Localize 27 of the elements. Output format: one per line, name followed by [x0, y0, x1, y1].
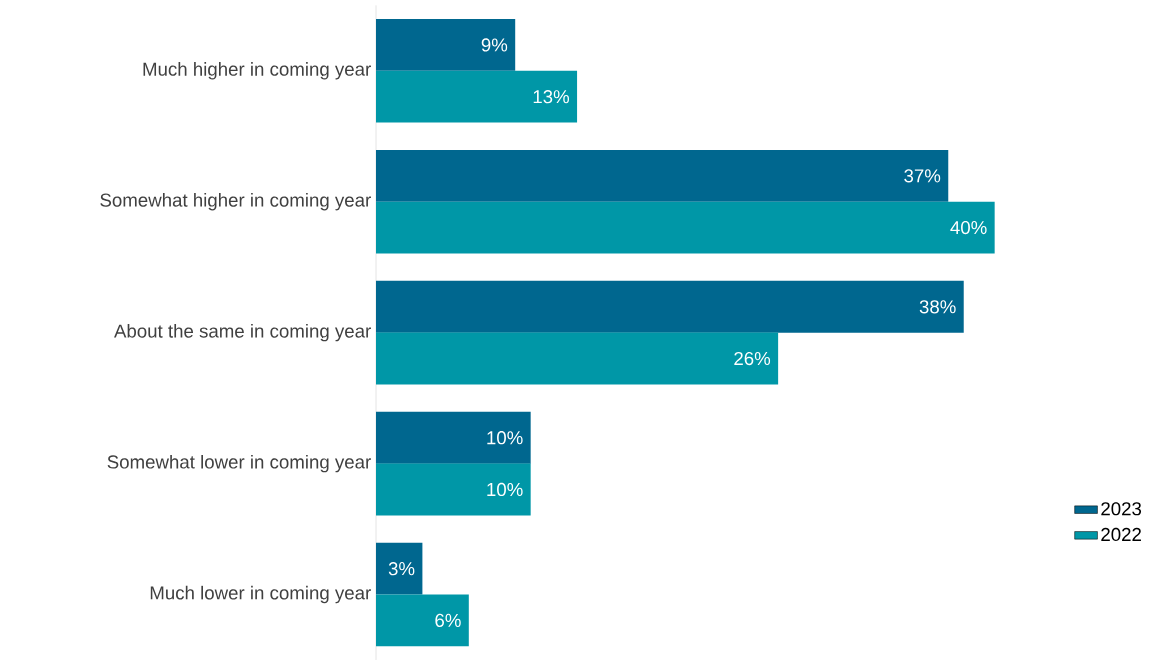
- bar: [376, 280, 964, 333]
- data-label: 40%: [950, 220, 987, 235]
- bar: [376, 411, 531, 464]
- data-label: 13%: [533, 90, 570, 104]
- bar: [376, 201, 995, 254]
- data-label: 3%: [388, 562, 415, 576]
- data-label: 10%: [487, 482, 523, 497]
- bar: [376, 594, 469, 647]
- y-tick-label: Much higher in coming year: [143, 62, 371, 80]
- bar: [376, 149, 949, 202]
- y-tick-label: About the same in coming year: [114, 323, 371, 342]
- y-tick-label: Somewhat higher in coming year: [100, 193, 371, 211]
- y-tick-label: Somewhat lower in coming year: [107, 454, 371, 473]
- legend-label: 2022: [1101, 527, 1141, 542]
- bar: [376, 19, 516, 71]
- bar: [376, 70, 578, 123]
- data-label: 10%: [487, 431, 523, 445]
- data-label: 38%: [919, 300, 956, 314]
- data-label: 37%: [904, 169, 941, 183]
- y-tick-label: Much lower in coming year: [150, 585, 371, 604]
- legend-label: 2023: [1101, 502, 1142, 516]
- bar: [376, 463, 531, 516]
- data-label: 26%: [734, 351, 771, 366]
- bar: [376, 542, 423, 595]
- bar: [376, 332, 779, 385]
- data-label: 9%: [481, 38, 508, 52]
- data-label: 6%: [435, 613, 461, 628]
